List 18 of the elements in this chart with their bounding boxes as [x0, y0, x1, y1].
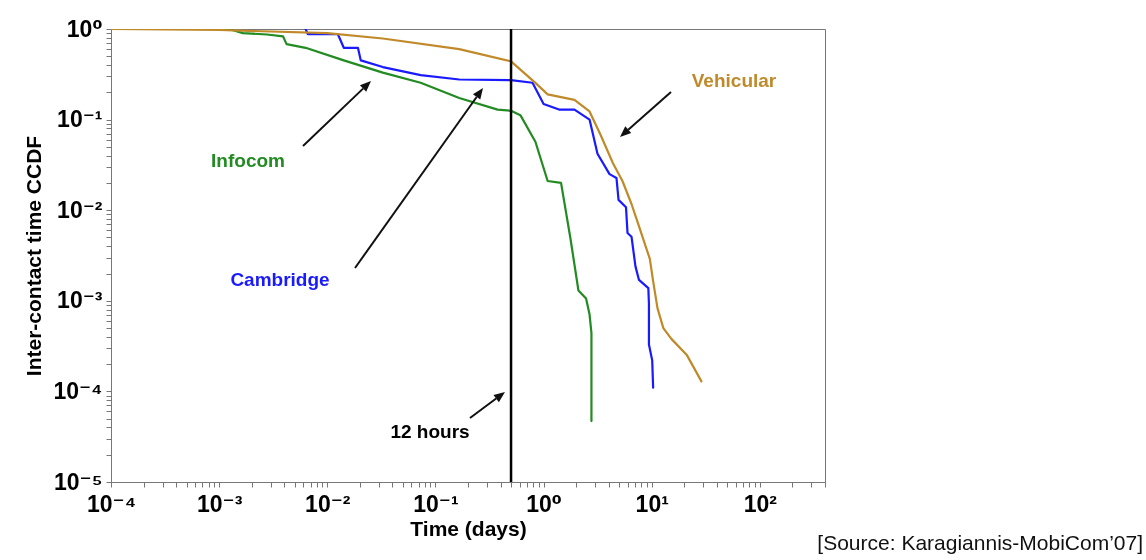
- y-axis-title: Inter-contact time CCDF: [22, 135, 46, 377]
- x-tick-label: 10⁰: [526, 490, 562, 517]
- y-tick-label: 10⁻⁴: [53, 377, 103, 404]
- y-tick-label: 10⁻¹: [57, 106, 103, 133]
- y-tick-label: 10⁻³: [57, 287, 103, 314]
- text: Vehicular: [691, 70, 777, 91]
- y-tick-label: 10⁰: [66, 15, 103, 42]
- x-tick-label: 10⁻³: [196, 490, 243, 517]
- x-tick-label: 10¹: [635, 490, 669, 517]
- x-tick-label: 10⁻¹: [413, 490, 459, 517]
- x-tick-label: 10²: [743, 490, 778, 517]
- y-tick-label: 10⁻²: [57, 196, 103, 223]
- text: Cambridge: [230, 269, 330, 290]
- x-tick-label: 10⁻²: [305, 490, 351, 517]
- text: Infocom: [211, 150, 285, 171]
- x-axis-title: Time (days): [410, 516, 527, 540]
- text: [Source: Karagiannis-MobiCom’07]: [817, 531, 1143, 554]
- ref-line-label: 12 hours: [390, 421, 470, 442]
